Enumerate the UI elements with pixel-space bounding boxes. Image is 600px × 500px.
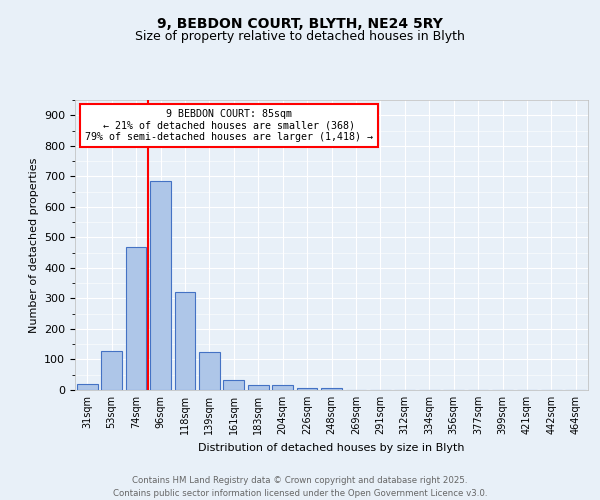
X-axis label: Distribution of detached houses by size in Blyth: Distribution of detached houses by size … — [198, 442, 465, 452]
Bar — [175, 292, 196, 390]
Bar — [223, 380, 244, 390]
Y-axis label: Number of detached properties: Number of detached properties — [29, 158, 38, 332]
Bar — [199, 352, 220, 390]
Bar — [321, 388, 342, 390]
Bar — [296, 388, 317, 390]
Bar — [125, 246, 146, 390]
Bar — [101, 351, 122, 390]
Bar — [150, 181, 171, 390]
Bar — [248, 384, 269, 390]
Text: 9, BEBDON COURT, BLYTH, NE24 5RY: 9, BEBDON COURT, BLYTH, NE24 5RY — [157, 18, 443, 32]
Bar — [272, 386, 293, 390]
Text: 9 BEBDON COURT: 85sqm
← 21% of detached houses are smaller (368)
79% of semi-det: 9 BEBDON COURT: 85sqm ← 21% of detached … — [85, 108, 373, 142]
Bar — [77, 384, 98, 390]
Text: Contains HM Land Registry data © Crown copyright and database right 2025.
Contai: Contains HM Land Registry data © Crown c… — [113, 476, 487, 498]
Text: Size of property relative to detached houses in Blyth: Size of property relative to detached ho… — [135, 30, 465, 43]
